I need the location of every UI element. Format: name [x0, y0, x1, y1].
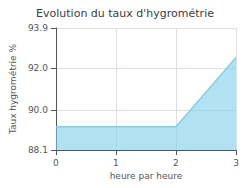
- svg-text:88.1: 88.1: [28, 145, 48, 155]
- svg-text:heure par heure: heure par heure: [110, 171, 183, 181]
- svg-text:Evolution du taux d'hygrométri: Evolution du taux d'hygrométrie: [36, 7, 214, 20]
- svg-text:92.0: 92.0: [28, 63, 48, 73]
- svg-text:1: 1: [113, 158, 119, 168]
- svg-text:Taux hygrométrie %: Taux hygrométrie %: [8, 43, 18, 135]
- svg-text:0: 0: [53, 158, 59, 168]
- svg-text:90.0: 90.0: [28, 105, 48, 115]
- svg-text:2: 2: [173, 158, 179, 168]
- svg-text:3: 3: [233, 158, 239, 168]
- svg-text:93.9: 93.9: [28, 23, 48, 33]
